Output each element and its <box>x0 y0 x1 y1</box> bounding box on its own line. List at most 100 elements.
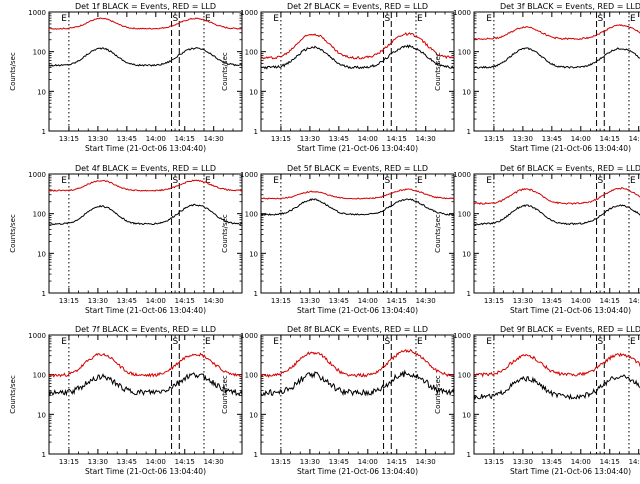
series-events-line <box>48 47 243 67</box>
series-lld-line <box>48 17 243 30</box>
marker-label-e-left: E <box>61 14 67 24</box>
x-tick-label: 14:15 <box>387 135 407 143</box>
marker-label-s: S <box>598 176 604 186</box>
x-tick-label: 14:00 <box>571 458 591 466</box>
marker-label-e-right: E <box>417 176 423 186</box>
marker-label-e-right: E <box>630 14 636 24</box>
x-axis-label: Start Time (21-Oct-06 13:04:40) <box>297 306 418 315</box>
y-tick-label: 10 <box>249 88 258 96</box>
plot-title: Det 6f BLACK = Events, RED = LLD <box>500 164 640 173</box>
plot-frame <box>48 334 243 455</box>
series-events-line <box>48 372 243 397</box>
y-tick-label: 1 <box>254 128 258 136</box>
y-tick-label: 10 <box>462 88 471 96</box>
x-tick-label: 13:15 <box>59 135 79 143</box>
series-lld-line <box>473 352 640 378</box>
x-tick-label: 14:15 <box>600 135 620 143</box>
x-tick-label: 14:30 <box>204 297 224 305</box>
series-events-line <box>260 198 455 216</box>
marker-label-e-right: E <box>205 176 211 186</box>
plot-title: Det 9f BLACK = Events, RED = LLD <box>500 325 640 334</box>
x-tick-label: 13:45 <box>329 297 349 305</box>
y-tick-label: 1000 <box>240 171 258 179</box>
plot-panel-8: Det 8f BLACK = Events, RED = LLD 1 10 100 10… <box>221 325 455 476</box>
y-tick-label: 100 <box>33 211 46 219</box>
plot-frame <box>260 11 455 132</box>
y-tick-label: 10 <box>37 250 46 258</box>
x-axis-label: Start Time (21-Oct-06 13:04:40) <box>85 144 206 153</box>
y-tick-label: 100 <box>33 372 46 380</box>
plot-frame <box>473 334 640 455</box>
x-axis-label: Start Time (21-Oct-06 13:04:40) <box>297 467 418 476</box>
marker-label-s: S <box>173 14 179 24</box>
x-tick-label: 14:15 <box>175 458 195 466</box>
y-tick-label: 1 <box>467 128 471 136</box>
x-tick-label: 13:45 <box>329 458 349 466</box>
plot-frame <box>260 173 455 294</box>
marker-label-e-right: E <box>417 14 423 24</box>
marker-label-e-right: E <box>205 337 211 347</box>
y-tick-label: 10 <box>462 411 471 419</box>
y-tick-label: 10 <box>249 411 258 419</box>
plot-title: Det 3f BLACK = Events, RED = LLD <box>500 2 640 11</box>
marker-label-s: S <box>173 176 179 186</box>
x-tick-label: 14:15 <box>175 135 195 143</box>
marker-label-e-left: E <box>273 337 279 347</box>
plot-frame <box>473 173 640 294</box>
y-axis-label: Counts/sec <box>434 375 442 414</box>
plot-panel-3: Det 3f BLACK = Events, RED = LLD 1 10 100 10… <box>434 2 640 153</box>
x-tick-label: 14:00 <box>571 135 591 143</box>
x-tick-label: 13:15 <box>271 135 291 143</box>
series-lld-line <box>48 352 243 378</box>
plot-panel-4: Det 4f BLACK = Events, RED = LLD 1 10 100 10… <box>9 164 243 315</box>
x-tick-label: 13:15 <box>59 297 79 305</box>
y-tick-label: 1000 <box>453 171 471 179</box>
y-axis-label: Counts/sec <box>9 375 17 414</box>
series-lld-line <box>260 188 455 200</box>
y-axis-label: Counts/sec <box>221 375 229 414</box>
y-axis-label: Counts/sec <box>221 52 229 91</box>
plot-title: Det 2f BLACK = Events, RED = LLD <box>287 2 428 11</box>
y-tick-label: 1000 <box>240 9 258 17</box>
series-events-line <box>261 44 454 70</box>
y-tick-label: 1 <box>467 290 471 298</box>
y-tick-label: 1000 <box>240 332 258 340</box>
y-tick-label: 1000 <box>28 332 46 340</box>
x-tick-label: 14:15 <box>600 458 620 466</box>
x-tick-label: 14:30 <box>416 458 436 466</box>
x-axis-label: Start Time (21-Oct-06 13:04:40) <box>85 467 206 476</box>
y-tick-label: 100 <box>458 211 471 219</box>
x-tick-label: 14:00 <box>146 135 166 143</box>
y-tick-label: 1000 <box>453 9 471 17</box>
x-tick-label: 13:45 <box>542 135 562 143</box>
marker-label-e-left: E <box>486 337 492 347</box>
x-tick-label: 14:00 <box>571 297 591 305</box>
plot-title: Det 5f BLACK = Events, RED = LLD <box>287 164 428 173</box>
x-tick-label: 14:00 <box>146 458 166 466</box>
plot-panel-5: Det 5f BLACK = Events, RED = LLD 1 10 100 10… <box>221 164 455 315</box>
y-tick-label: 10 <box>249 250 258 258</box>
y-tick-label: 1000 <box>28 171 46 179</box>
x-tick-label: 13:30 <box>300 135 320 143</box>
x-tick-label: 13:30 <box>88 297 108 305</box>
marker-label-e-left: E <box>273 176 279 186</box>
series-lld-line <box>260 348 455 378</box>
series-events-line <box>260 369 455 397</box>
marker-label-s: S <box>598 14 604 24</box>
y-axis-label: Counts/sec <box>434 214 442 253</box>
plot-panel-9: Det 9f BLACK = Events, RED = LLD 1 10 100 10… <box>434 325 640 476</box>
y-tick-label: 100 <box>245 49 258 57</box>
marker-label-s: S <box>385 176 391 186</box>
series-lld-line <box>473 24 640 41</box>
x-axis-label: Start Time (21-Oct-06 13:04:40) <box>510 144 631 153</box>
x-tick-label: 13:45 <box>542 297 562 305</box>
y-tick-label: 1 <box>254 451 258 459</box>
series-events-line <box>473 374 640 401</box>
x-tick-label: 13:45 <box>117 135 137 143</box>
x-tick-label: 14:00 <box>358 297 378 305</box>
series-events-line <box>48 203 243 226</box>
plot-title: Det 4f BLACK = Events, RED = LLD <box>75 164 216 173</box>
marker-label-s: S <box>598 337 604 347</box>
x-tick-label: 13:30 <box>88 458 108 466</box>
